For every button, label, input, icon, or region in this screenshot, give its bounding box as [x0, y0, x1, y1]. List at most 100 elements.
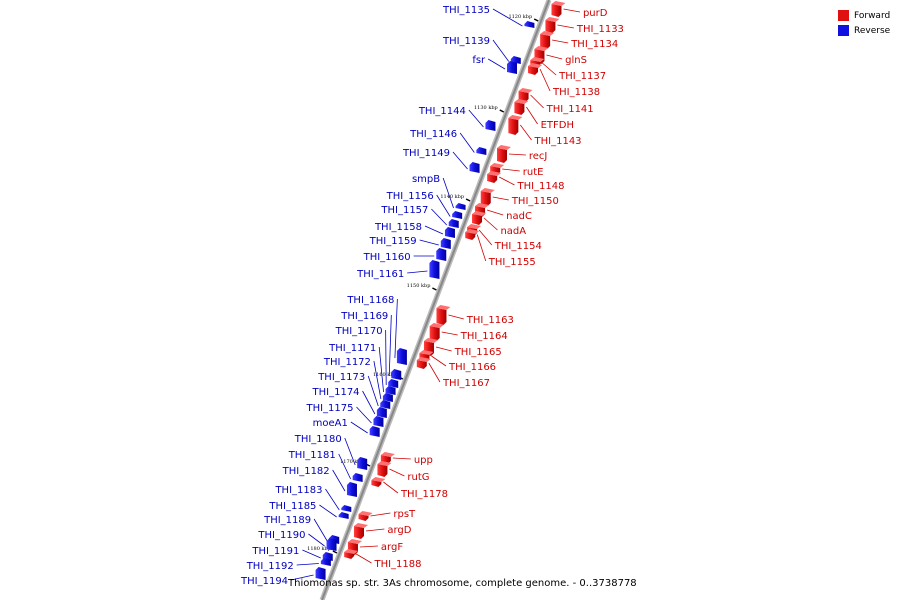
reverse-gene-feature[interactable]: [448, 219, 459, 228]
reverse-gene-feature[interactable]: [452, 211, 463, 219]
label-leader-forward: [530, 94, 544, 109]
legend-label-reverse: Reverse: [854, 25, 891, 36]
reverse-gene-feature[interactable]: [341, 505, 352, 512]
gene-label-reverse: THI_1135: [442, 5, 490, 16]
label-leader-forward: [563, 8, 581, 13]
label-leader-forward: [383, 481, 399, 494]
reverse-gene-feature[interactable]: [373, 416, 384, 427]
reverse-gene-feature[interactable]: [369, 426, 380, 437]
gene-features[interactable]: [315, 1, 566, 580]
tick-mark: [499, 109, 505, 113]
reverse-gene-feature[interactable]: [436, 248, 447, 261]
reverse-gene-feature[interactable]: [455, 203, 466, 210]
label-leader-forward: [557, 24, 574, 29]
gene-labels: purD THI_1133 THI_1134 glnS THI_1137 THI_1138…: [240, 5, 624, 587]
forward-gene-feature[interactable]: [416, 360, 427, 369]
reverse-gene-feature[interactable]: [444, 227, 455, 238]
tick-mark: [533, 18, 539, 22]
forward-gene-feature[interactable]: [545, 20, 556, 33]
label-leader-reverse: [332, 469, 346, 492]
gene-label-reverse: moeA1: [313, 418, 348, 429]
label-leader-forward: [448, 314, 464, 320]
gene-label-reverse: THI_1170: [335, 326, 383, 337]
forward-gene-feature[interactable]: [353, 526, 364, 539]
forward-gene-feature[interactable]: [344, 552, 355, 559]
gene-label-forward: THI_1150: [511, 196, 559, 207]
reverse-gene-feature[interactable]: [357, 457, 368, 470]
label-leader-reverse: [367, 375, 379, 407]
forward-gene-feature[interactable]: [377, 464, 388, 477]
label-leader-forward: [526, 106, 538, 125]
reverse-gene-feature[interactable]: [376, 407, 387, 418]
reverse-gene-feature[interactable]: [346, 482, 357, 497]
forward-gene-feature[interactable]: [358, 514, 369, 521]
label-leader-reverse: [385, 329, 387, 386]
label-leader-forward: [355, 553, 372, 564]
reverse-gene-feature[interactable]: [385, 386, 396, 395]
forward-gene-feature[interactable]: [429, 326, 440, 341]
forward-gene-feature-top: [551, 1, 566, 6]
label-leader-reverse: [431, 208, 448, 226]
gene-label-forward: nadA: [500, 226, 526, 237]
forward-gene-feature[interactable]: [465, 232, 476, 240]
forward-gene-feature[interactable]: [371, 480, 382, 487]
forward-gene-feature[interactable]: [551, 4, 562, 17]
forward-gene-feature-top: [416, 357, 431, 362]
forward-gene-feature[interactable]: [518, 91, 529, 102]
reverse-gene-feature[interactable]: [326, 538, 337, 551]
reverse-gene-feature[interactable]: [440, 238, 451, 249]
reverse-gene-feature[interactable]: [507, 61, 518, 74]
reverse-gene-feature[interactable]: [524, 21, 535, 28]
forward-gene-feature-top: [429, 323, 444, 328]
reverse-gene-feature[interactable]: [338, 512, 349, 519]
gene-label-forward: rutE: [523, 167, 544, 178]
reverse-gene-feature[interactable]: [485, 120, 496, 131]
reverse-gene-feature[interactable]: [388, 379, 399, 388]
gene-label-reverse: THI_1180: [294, 434, 342, 445]
label-leader-reverse: [436, 194, 451, 217]
position-ticks: 1120 kbp 1130 kbp 1140 kbp 1150 kbp 1160 kbp…: [307, 14, 539, 554]
gene-label-forward: THI_1167: [442, 378, 490, 389]
legend-label-forward: Forward: [854, 10, 891, 21]
gene-label-forward: THI_1133: [576, 24, 624, 35]
label-leader-reverse: [350, 421, 368, 434]
gene-label-reverse: THI_1161: [356, 269, 404, 280]
reverse-gene-feature[interactable]: [382, 393, 393, 402]
label-leader-reverse: [373, 360, 382, 400]
reverse-gene-feature[interactable]: [352, 473, 363, 482]
forward-gene-feature[interactable]: [497, 148, 508, 163]
label-leader-forward: [359, 545, 378, 548]
gene-label-reverse: THI_1183: [274, 485, 322, 496]
reverse-gene-feature[interactable]: [429, 260, 440, 279]
forward-gene-feature[interactable]: [508, 118, 519, 135]
forward-gene-feature[interactable]: [540, 34, 551, 49]
reverse-gene-feature[interactable]: [391, 369, 402, 380]
label-leaders: [290, 8, 581, 581]
forward-gene-feature-top: [353, 523, 368, 528]
forward-gene-feature-top: [467, 224, 482, 229]
gene-label-reverse: THI_1189: [263, 515, 311, 526]
forward-gene-feature[interactable]: [487, 174, 498, 183]
tick-mark: [432, 287, 437, 291]
gene-label-forward: THI_1188: [373, 559, 421, 570]
label-leader-reverse: [442, 177, 454, 209]
reverse-gene-feature[interactable]: [469, 162, 480, 173]
tick-mark: [332, 550, 338, 554]
reverse-gene-feature[interactable]: [476, 147, 487, 155]
label-leader-reverse: [302, 549, 321, 559]
forward-gene-feature-top: [497, 145, 512, 150]
tick-label: 1130 kbp: [474, 105, 498, 111]
forward-gene-feature[interactable]: [436, 308, 447, 325]
forward-gene-feature[interactable]: [472, 214, 483, 225]
forward-gene-feature[interactable]: [528, 66, 539, 75]
forward-gene-feature[interactable]: [514, 102, 525, 115]
reverse-gene-feature[interactable]: [320, 558, 331, 566]
reverse-gene-feature[interactable]: [380, 400, 391, 409]
reverse-gene-feature[interactable]: [315, 567, 326, 580]
gene-label-reverse: THI_1156: [386, 191, 434, 202]
gene-label-forward: rutG: [407, 472, 429, 483]
gene-label-forward: upp: [414, 455, 433, 466]
label-leader-reverse: [424, 225, 444, 235]
reverse-gene-feature[interactable]: [396, 348, 407, 365]
forward-gene-feature[interactable]: [480, 191, 491, 206]
